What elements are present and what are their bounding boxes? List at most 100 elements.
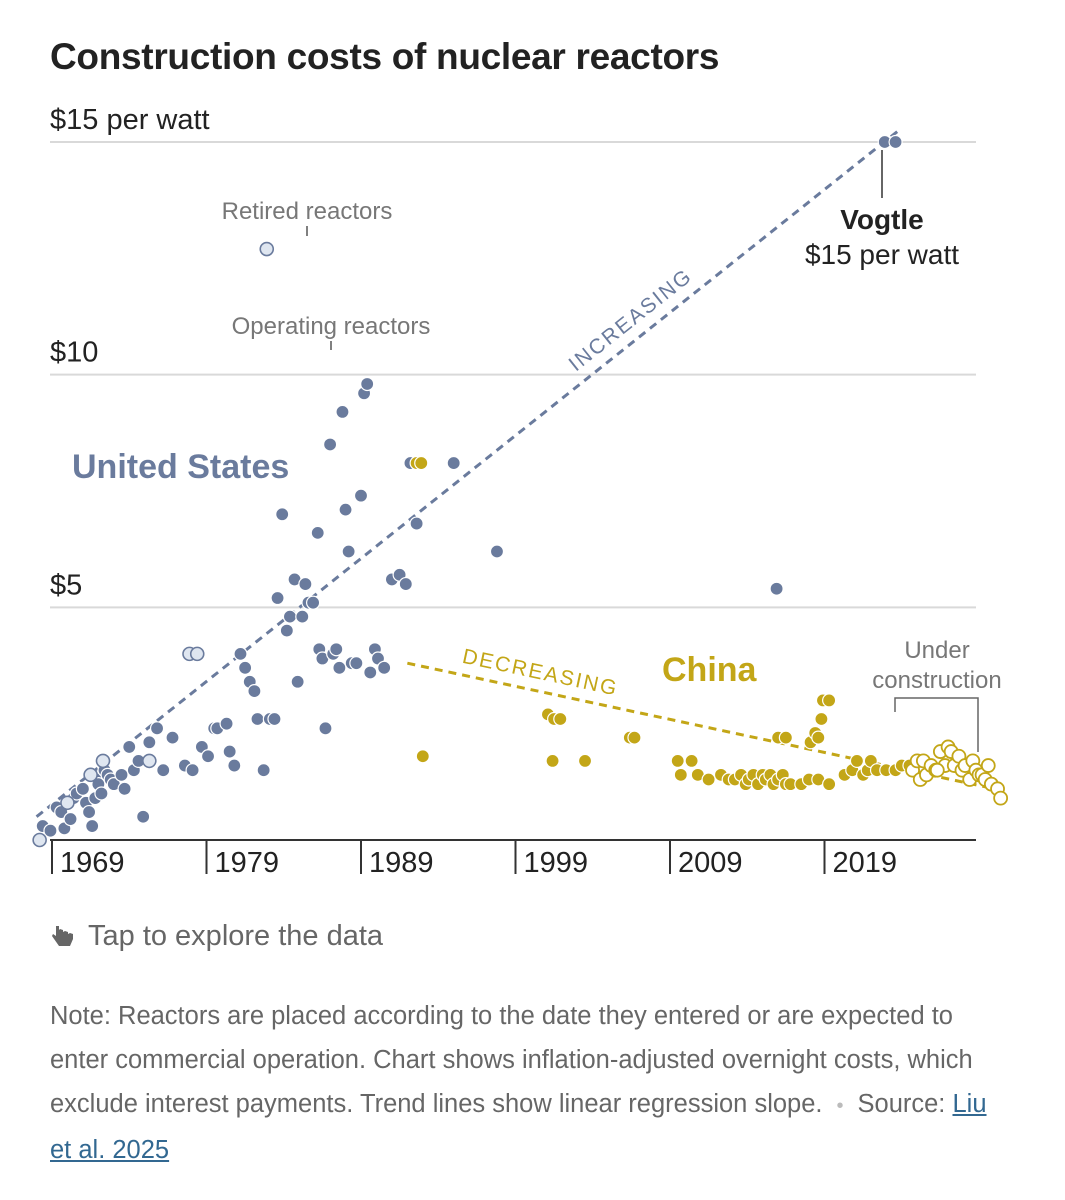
reactor-point[interactable]	[822, 777, 837, 792]
reactor-point[interactable]	[349, 656, 364, 671]
under-construction-label-line1: Under	[904, 637, 969, 664]
reactor-point[interactable]	[338, 502, 353, 517]
reactor-point[interactable]	[353, 488, 369, 503]
reactor-point[interactable]	[701, 772, 716, 787]
reactor-point[interactable]	[282, 609, 298, 624]
reactor-point[interactable]	[83, 767, 98, 783]
reactor-point[interactable]	[259, 241, 275, 257]
reactor-point[interactable]	[306, 595, 321, 610]
reactor-point[interactable]	[670, 753, 685, 768]
reactor-point[interactable]	[95, 753, 111, 769]
reactor-point[interactable]	[136, 809, 151, 824]
reactor-point[interactable]	[60, 795, 75, 811]
source-label: Source:	[857, 1090, 946, 1118]
source-link[interactable]: Liu et al. 2025	[50, 1090, 987, 1164]
x-tick-label: 1999	[524, 847, 589, 879]
reactor-point[interactable]	[81, 804, 97, 820]
reactor-point[interactable]	[63, 811, 78, 827]
reactor-point[interactable]	[75, 781, 91, 796]
reactor-point[interactable]	[238, 660, 253, 675]
scatter-chart[interactable]: $15 per watt $10 $5 1969 1979 1989 1999 2009 20…	[0, 0, 1065, 900]
x-tick-label: 1979	[215, 847, 280, 879]
reactor-point[interactable]	[247, 683, 262, 699]
reactor-point[interactable]	[673, 767, 688, 782]
reactor-point[interactable]	[185, 763, 200, 778]
reactor-point[interactable]	[341, 544, 356, 559]
decreasing-trend-label: DECREASING	[460, 645, 620, 701]
reactor-point[interactable]	[156, 763, 171, 778]
increasing-trend-label: INCREASING	[565, 264, 697, 376]
united-states-label: United States	[72, 448, 289, 486]
reactor-point[interactable]	[489, 544, 505, 559]
reactor-point[interactable]	[142, 735, 157, 750]
separator-dot: •	[836, 1095, 844, 1117]
reactor-point[interactable]	[684, 753, 699, 768]
reactor-point[interactable]	[250, 711, 265, 727]
reactor-point[interactable]	[363, 665, 378, 680]
reactor-point[interactable]	[310, 525, 325, 540]
reactor-point[interactable]	[414, 455, 429, 471]
reactor-point[interactable]	[811, 730, 826, 745]
reactor-point[interactable]	[769, 581, 784, 596]
data-points[interactable]	[32, 134, 1009, 848]
y-axis: $15 per watt $10 $5	[50, 104, 210, 601]
reactor-point[interactable]	[980, 758, 996, 773]
reactor-point[interactable]	[295, 609, 310, 624]
reactor-point[interactable]	[256, 763, 271, 778]
x-tick-label: 1969	[60, 847, 125, 879]
reactor-point[interactable]	[165, 730, 180, 745]
reactor-point[interactable]	[275, 507, 290, 522]
reactor-point[interactable]	[553, 711, 568, 727]
reactor-point[interactable]	[298, 576, 313, 592]
reactor-point[interactable]	[323, 437, 338, 452]
reactor-point[interactable]	[627, 730, 642, 745]
reactor-point[interactable]	[85, 818, 100, 834]
reactor-point[interactable]	[545, 753, 560, 768]
under-construction-label-line2: construction	[872, 667, 1001, 694]
reactor-point[interactable]	[122, 739, 137, 755]
reactor-point[interactable]	[332, 660, 347, 675]
reactor-point[interactable]	[200, 749, 216, 764]
reactor-point[interactable]	[227, 758, 242, 773]
reactor-point[interactable]	[149, 721, 165, 736]
annotations: Retired reactors Operating reactors Unit…	[72, 150, 1002, 752]
reactor-point[interactable]	[360, 376, 375, 392]
reactor-point[interactable]	[409, 516, 424, 531]
reactor-point[interactable]	[577, 753, 593, 768]
reactor-point[interactable]	[929, 762, 945, 778]
reactor-point[interactable]	[222, 744, 237, 759]
reactor-point[interactable]	[415, 749, 430, 764]
reactor-point[interactable]	[446, 455, 461, 471]
reactor-point[interactable]	[993, 790, 1009, 806]
reactor-point[interactable]	[778, 730, 793, 745]
note-text: Note: Reactors are placed according to t…	[50, 1002, 973, 1118]
chart-title: Construction costs of nuclear reactors	[50, 36, 720, 77]
reactor-point[interactable]	[43, 823, 58, 838]
reactor-point[interactable]	[888, 134, 903, 150]
reactor-point[interactable]	[822, 693, 837, 708]
reactor-point[interactable]	[290, 674, 305, 689]
reactor-point[interactable]	[377, 660, 392, 675]
reactor-point[interactable]	[335, 404, 350, 419]
explore-data-button[interactable]: Tap to explore the data	[50, 920, 383, 953]
china-label: China	[662, 651, 758, 689]
reactor-point[interactable]	[279, 623, 294, 638]
reactor-point[interactable]	[233, 646, 248, 661]
reactor-point[interactable]	[189, 646, 205, 662]
reactor-point[interactable]	[94, 786, 109, 801]
reactor-point[interactable]	[267, 711, 282, 727]
reactor-point[interactable]	[32, 832, 47, 848]
reactor-point[interactable]	[114, 767, 129, 782]
hand-pointer-icon	[52, 925, 73, 946]
reactor-point[interactable]	[318, 721, 333, 736]
reactor-point[interactable]	[814, 711, 829, 727]
reactor-point[interactable]	[329, 642, 344, 657]
reactor-point[interactable]	[849, 753, 865, 768]
reactor-point[interactable]	[219, 716, 234, 731]
y-tick-label: $10	[50, 337, 98, 369]
retired-reactors-label: Retired reactors	[222, 198, 393, 225]
reactor-point[interactable]	[142, 753, 157, 769]
reactor-point[interactable]	[117, 781, 132, 796]
reactor-point[interactable]	[270, 590, 285, 606]
reactor-point[interactable]	[398, 576, 413, 592]
